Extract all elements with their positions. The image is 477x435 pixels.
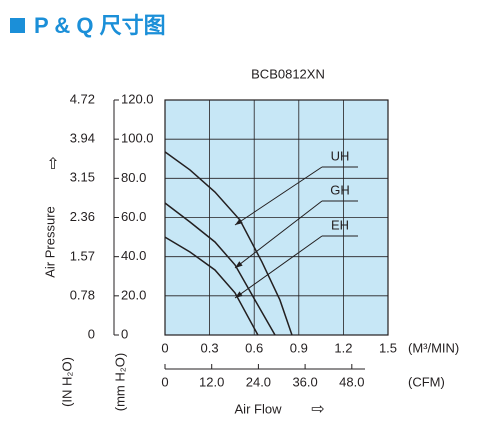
page-title: P & Q 尺寸图 — [34, 13, 166, 38]
x2-tick-label: 0 — [161, 374, 168, 389]
x-tick-label: 0.3 — [201, 340, 219, 355]
header-icon — [10, 18, 25, 33]
y-tick-label: 100.0 — [121, 131, 154, 146]
y-tick-label: 120.0 — [121, 91, 154, 106]
y-tick-label: 60.0 — [121, 209, 146, 224]
series-line — [164, 202, 276, 336]
x-tick-label: 0.9 — [290, 340, 308, 355]
x-tick-label: 1.5 — [379, 340, 397, 355]
y2-tick-label: 0.78 — [70, 288, 95, 303]
x2-unit: (CFM) — [408, 374, 445, 389]
y2-tick-label: 3.15 — [70, 170, 95, 185]
x-tick-label: 0.6 — [245, 340, 263, 355]
y2-tick-label: 2.36 — [70, 209, 95, 224]
leader-line — [234, 166, 323, 226]
y-unit: (mm H₂O) — [112, 353, 127, 411]
y-tick-label: 20.0 — [121, 287, 146, 302]
chart-title: BCB0812XN — [251, 66, 325, 81]
right-arrow: ⇨ — [311, 401, 324, 418]
up-arrow: ⇧ — [46, 156, 59, 173]
y-tick-label: 0 — [121, 326, 128, 341]
y2-tick-label: 0 — [88, 326, 95, 341]
y2-unit: (IN H₂O) — [59, 357, 74, 407]
y-tick-label: 40.0 — [121, 248, 146, 263]
series-label: EH — [331, 217, 349, 232]
x-unit: (M³/MIN) — [408, 340, 459, 355]
x2-tick-label: 48.0 — [339, 374, 364, 389]
y-tick-label: 80.0 — [121, 170, 146, 185]
y2-tick-label: 4.72 — [70, 91, 95, 106]
y-axis-title: Air Pressure — [42, 206, 57, 278]
x2-tick-label: 12.0 — [199, 374, 224, 389]
leader-arrow — [235, 218, 243, 225]
x-axis-title: Air Flow — [235, 401, 283, 416]
leader-line — [234, 200, 323, 269]
series-line — [164, 236, 259, 336]
leader-arrow — [235, 261, 243, 268]
y2-tick-label: 1.57 — [70, 248, 95, 263]
x-tick-label: 1.2 — [334, 340, 352, 355]
y2-tick-label: 3.94 — [70, 130, 95, 145]
leader-arrow — [235, 291, 243, 298]
x2-tick-label: 24.0 — [246, 374, 271, 389]
x2-tick-label: 36.0 — [292, 374, 317, 389]
series-label: UH — [331, 148, 350, 163]
series-label: GH — [330, 182, 350, 197]
leader-line — [234, 235, 323, 299]
x-tick-label: 0 — [161, 340, 168, 355]
